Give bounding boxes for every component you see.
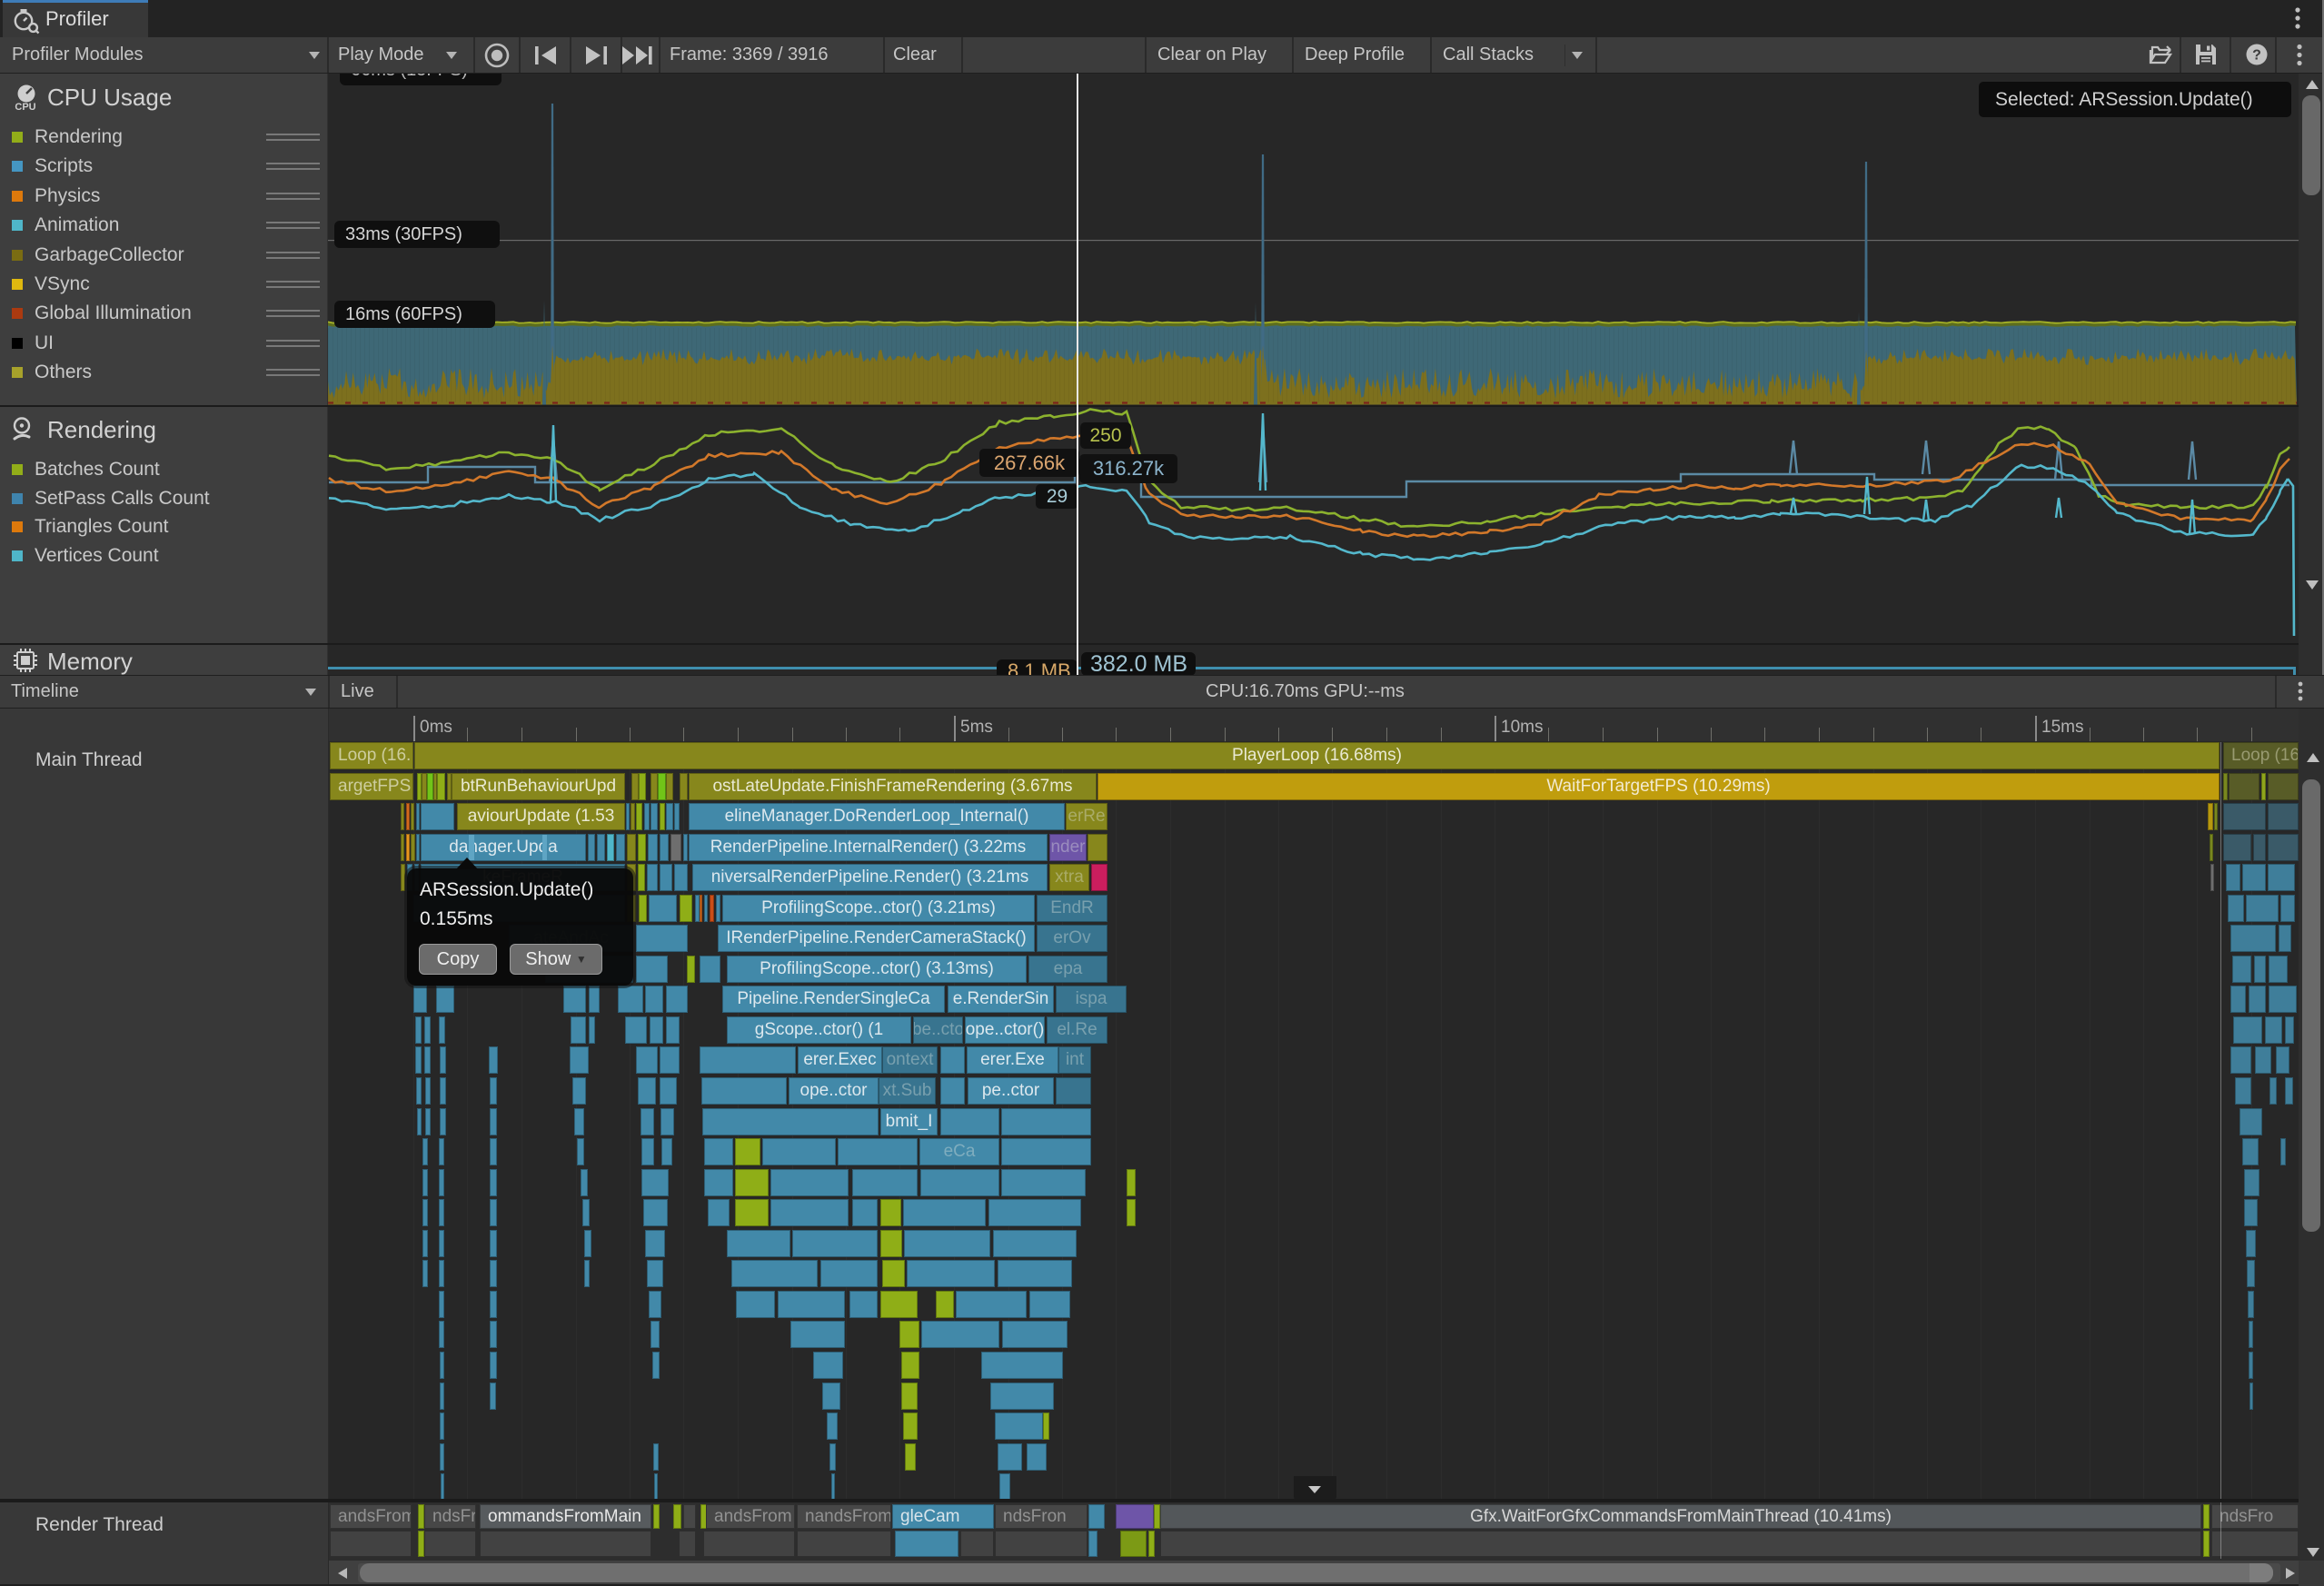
svg-text:CPU: CPU <box>15 102 35 111</box>
svg-text:?: ? <box>2252 48 2261 64</box>
